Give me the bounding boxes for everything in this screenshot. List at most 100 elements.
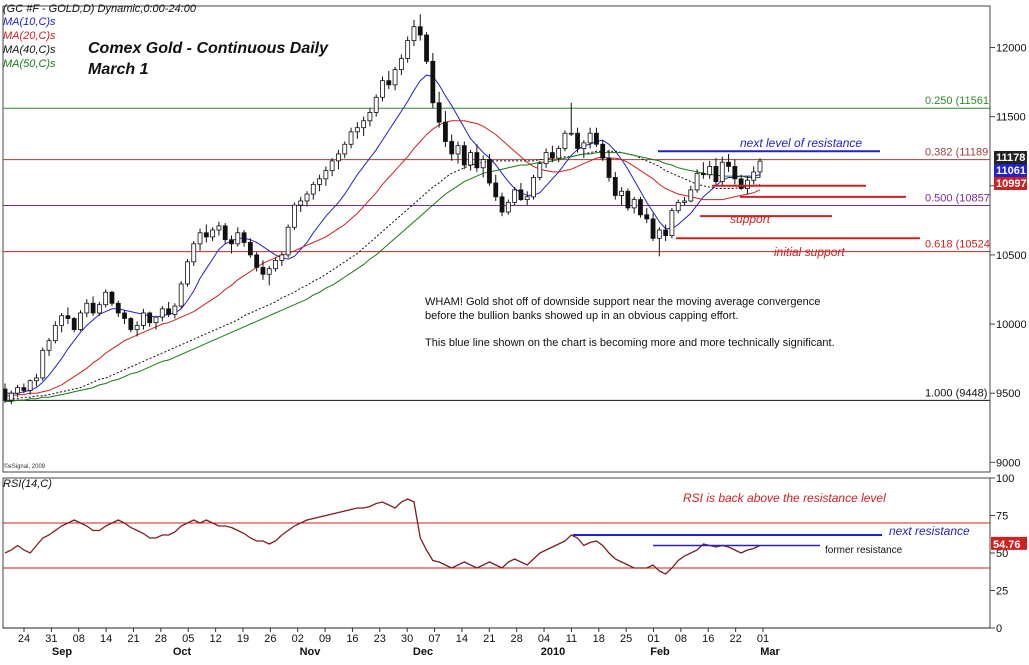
x-month-label: Sep — [52, 646, 72, 658]
candle-body — [354, 127, 360, 133]
price-tick-label: 10000 — [996, 319, 1027, 331]
chart-title: Comex Gold - Continuous Daily — [88, 40, 329, 57]
candle-body — [46, 340, 52, 351]
annotation-initial-support: initial support — [774, 245, 845, 259]
candle-body — [52, 325, 58, 342]
candle-body — [348, 131, 354, 145]
candle-body — [474, 152, 480, 169]
candle-body — [273, 260, 278, 270]
candle-body — [373, 96, 379, 113]
x-tick-label: 02 — [292, 633, 304, 645]
x-tick-label: 01 — [757, 633, 769, 645]
candle-body — [153, 316, 159, 324]
candle-body — [260, 266, 266, 275]
x-tick-label: 05 — [182, 633, 194, 645]
x-tick-label: 23 — [374, 633, 386, 645]
x-tick-label: 16 — [346, 633, 358, 645]
candle-body — [719, 161, 725, 183]
rsi-annotation: RSI is back above the resistance level — [683, 491, 886, 505]
indicator-ma10: MA(10,C)s — [3, 16, 56, 28]
x-tick-label: 08 — [73, 633, 85, 645]
candle-body — [581, 142, 587, 149]
candle-body — [103, 291, 109, 306]
price-tick-label: 11500 — [996, 112, 1026, 124]
fib-level-label: 1.000 (9448) — [925, 387, 987, 399]
x-month-label: Feb — [650, 646, 670, 658]
rsi-tick-label: 25 — [996, 586, 1008, 598]
x-tick-label: 14 — [100, 633, 112, 645]
candle-body — [436, 102, 442, 123]
candle-body — [21, 387, 27, 391]
candle-body — [543, 152, 549, 165]
fib-level-label: 0.382 (11189 — [925, 147, 988, 159]
x-tick-label: 08 — [675, 633, 687, 645]
price-tick-label: 9500 — [996, 388, 1020, 400]
candle-body — [71, 318, 77, 330]
candle-body — [285, 226, 291, 256]
candle-body — [443, 121, 448, 142]
candle-body — [688, 189, 694, 202]
candle-body — [109, 291, 115, 304]
rsi-tick-label: 100 — [996, 473, 1014, 485]
x-tick-label: 14 — [456, 633, 468, 645]
candle-body — [279, 254, 285, 261]
x-tick-label: 16 — [702, 633, 714, 645]
x-tick-label: 07 — [428, 633, 440, 645]
candle-body — [392, 69, 398, 86]
fib-level-label: 0.618 (10524 — [925, 239, 990, 251]
candle-body — [191, 243, 197, 263]
x-tick-label: 30 — [401, 633, 413, 645]
candle-body — [518, 189, 524, 200]
x-tick-label: 22 — [730, 633, 742, 645]
candle-body — [531, 177, 536, 198]
candle-body — [480, 159, 486, 169]
x-tick-label: 26 — [264, 633, 276, 645]
candle-body — [738, 178, 744, 189]
candle-body — [367, 112, 373, 122]
candle-body — [342, 143, 348, 155]
x-tick-label: 28 — [155, 633, 167, 645]
price-badge-bg — [994, 177, 1027, 190]
candle-body — [612, 177, 618, 196]
candle-body — [336, 153, 341, 162]
x-month-label: 2010 — [541, 646, 565, 658]
candle-body — [216, 225, 222, 231]
candle-body — [694, 172, 700, 191]
candle-body — [751, 171, 757, 181]
candle-body — [134, 325, 140, 330]
candle-body — [247, 242, 253, 256]
candle-body — [594, 132, 599, 145]
candle-body — [499, 196, 505, 213]
candle-body — [713, 166, 719, 183]
candle-body — [732, 166, 738, 180]
candle-body — [15, 387, 20, 394]
fib-level-label: 0.500 (10857 — [925, 193, 990, 205]
rsi-badge-bg — [991, 536, 1027, 550]
candle-body — [222, 225, 228, 241]
candle-body — [8, 392, 14, 401]
candle-body — [487, 159, 492, 184]
candle-body — [625, 190, 631, 209]
candle-body — [241, 232, 247, 243]
indicator-ma40: MA(40,C)s — [3, 44, 56, 56]
candle-body — [707, 166, 713, 176]
candle-body — [266, 268, 272, 275]
fib-level-label: 0.250 (11561 — [925, 95, 989, 107]
candle-body — [644, 214, 650, 220]
candle-body — [78, 312, 83, 330]
candle-body — [90, 302, 96, 314]
candle-body — [757, 160, 763, 173]
candle-body — [298, 200, 304, 206]
indicator-ma20: MA(20,C)s — [3, 30, 56, 42]
x-tick-label: 11 — [566, 633, 577, 645]
rsi-tick-label: 75 — [996, 511, 1008, 523]
candle-body — [254, 254, 260, 268]
candle-body — [669, 210, 675, 236]
annotation-support: support — [730, 212, 771, 226]
candle-body — [449, 141, 455, 155]
candle-body — [122, 312, 127, 319]
rsi-label: RSI(14,C) — [3, 478, 52, 490]
candle-body — [650, 218, 656, 239]
candle-body — [386, 80, 392, 86]
candle-body — [185, 261, 190, 285]
